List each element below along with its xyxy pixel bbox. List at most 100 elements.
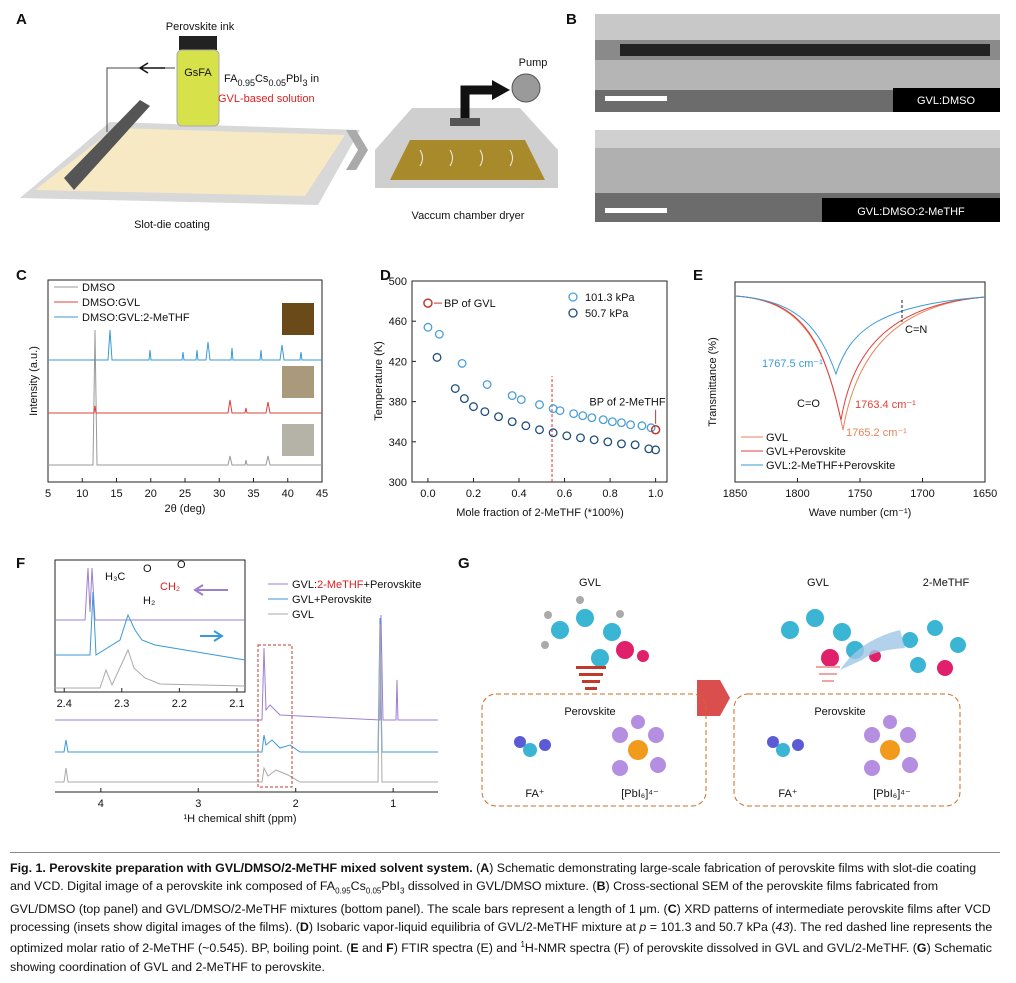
bond-lines — [576, 666, 606, 690]
legend-label: GVL:2-MeTHF+Perovskite — [292, 579, 421, 591]
inset-curve — [55, 567, 245, 621]
big-arrow — [697, 680, 730, 716]
molecule — [541, 596, 649, 667]
pipe — [460, 85, 495, 118]
x-axis-label: 2θ (deg) — [165, 503, 206, 515]
point — [646, 423, 656, 433]
caption-part: H-NMR spectra (F) of perovskite dissolve… — [524, 941, 917, 956]
molecule-title: 2-MeTHF — [923, 577, 970, 589]
panel-label: F — [16, 555, 25, 572]
legend-label: 101.3 kPa — [585, 292, 635, 304]
panel-label: C — [16, 267, 27, 284]
sem-layer — [595, 148, 1000, 193]
x-axis-label: ¹H chemical shift (ppm) — [183, 813, 296, 825]
annotation: 1763.4 cm⁻¹ — [855, 399, 916, 411]
caption-part: B — [596, 879, 606, 893]
point — [603, 437, 613, 447]
formula-part: 0.95 — [237, 78, 255, 88]
caption-part: A — [480, 861, 490, 875]
point — [644, 444, 654, 454]
x-tick-label: 45 — [316, 488, 328, 500]
point — [587, 413, 597, 423]
xrd-curve — [48, 399, 322, 414]
molecule — [781, 609, 966, 676]
ion-label: FA⁺ — [525, 788, 544, 800]
legend-label: GVL+Perovskite — [766, 446, 846, 458]
legend-part: +Perovskite — [364, 579, 422, 591]
caption-part: and — [358, 941, 387, 956]
panel-a: GsFA Perovskite ink FA0.95Cs0.05PbI3 in … — [20, 21, 558, 231]
legend-label: DMSO:GVL — [82, 297, 140, 309]
sem-label: GVL:DMSO — [917, 95, 976, 107]
point — [617, 418, 626, 428]
legend-part: GVL: — [292, 579, 317, 591]
x-tick-label: 25 — [179, 488, 191, 500]
formula-part: FA — [224, 73, 238, 85]
x-tick-label: 20 — [145, 488, 157, 500]
pump — [511, 73, 541, 103]
caption-part: 1 — [520, 940, 525, 950]
panel-label: A — [16, 11, 27, 28]
formula-part: 0.05 — [268, 78, 286, 88]
point — [521, 421, 531, 431]
x-tick-label: 10 — [76, 488, 88, 500]
y-axis-label: Temperature (K) — [373, 341, 385, 420]
x-tick-label: 1750 — [848, 488, 872, 500]
structure-label: CH₂ — [160, 581, 180, 593]
x-tick-label: 2.2 — [172, 698, 187, 710]
panel-label: E — [693, 267, 703, 284]
x-tick-label: 0.4 — [511, 488, 526, 500]
point — [450, 384, 460, 393]
x-tick-label: 2.3 — [114, 698, 129, 710]
coord-arrow — [840, 630, 905, 670]
point — [617, 439, 626, 449]
annotation: 1767.5 cm⁻¹ — [762, 358, 823, 370]
pump-label: Pump — [519, 57, 548, 69]
legend-label: GVL — [292, 609, 314, 621]
x-tick-label: 4 — [98, 798, 104, 810]
inset-curve — [55, 648, 246, 689]
ion-label: [PbI₆]⁴⁻ — [621, 788, 659, 800]
figure-caption: Fig. 1. Perovskite preparation with GVL/… — [10, 852, 1000, 976]
point — [607, 417, 617, 427]
x-tick-label: 2 — [293, 798, 299, 810]
slot-die-head — [64, 100, 150, 190]
legend-label: GVL+Perovskite — [292, 594, 372, 606]
point — [548, 428, 558, 438]
point — [576, 433, 585, 443]
panel-c: DMSO DMSO:GVL DMSO:GVL:2-MeTHF Intensity… — [28, 279, 328, 515]
legend-label: GVL:2-MeTHF+Perovskite — [766, 460, 895, 472]
x-tick-label: 1850 — [723, 488, 747, 500]
point — [457, 358, 467, 368]
x-tick-label: 30 — [213, 488, 225, 500]
sem-layer — [595, 130, 1000, 148]
y-tick-label: 420 — [389, 356, 407, 368]
legend-label: DMSO:GVL:2-MeTHF — [82, 312, 190, 324]
formula-part: PbI — [286, 73, 303, 85]
x-tick-label: 15 — [110, 488, 122, 500]
figure: A B C D E F G GsFA Perovskite ink FA0.95… — [16, 11, 1000, 825]
panel-label: B — [566, 11, 577, 28]
perovskite-box — [733, 693, 961, 807]
legend-label: 50.7 kPa — [585, 308, 629, 320]
molecule-title: GVL — [579, 577, 601, 589]
axes — [47, 279, 323, 483]
x-tick-label: 0.8 — [602, 488, 617, 500]
x-tick-label: 1.0 — [648, 488, 663, 500]
inset — [54, 559, 246, 693]
panel-b: GVL:DMSO GVL:DMSO:2-MeTHF — [595, 14, 1000, 222]
x-tick-label: 40 — [282, 488, 294, 500]
point — [494, 412, 503, 422]
perovskite-box — [481, 693, 707, 807]
film-photo — [282, 366, 314, 398]
formula-part: 3 — [302, 78, 307, 88]
point — [482, 380, 492, 389]
caption-part: 0.95 — [335, 886, 351, 896]
box-title: Perovskite — [564, 706, 615, 718]
x-tick-label: 3 — [195, 798, 201, 810]
caption-part: G — [916, 941, 927, 956]
structure-label: O — [143, 563, 152, 575]
caption-part: ) XRD patterns of intermediate perovskit… — [10, 902, 991, 935]
x-tick-label: 1800 — [785, 488, 809, 500]
scale-bar — [605, 208, 667, 213]
